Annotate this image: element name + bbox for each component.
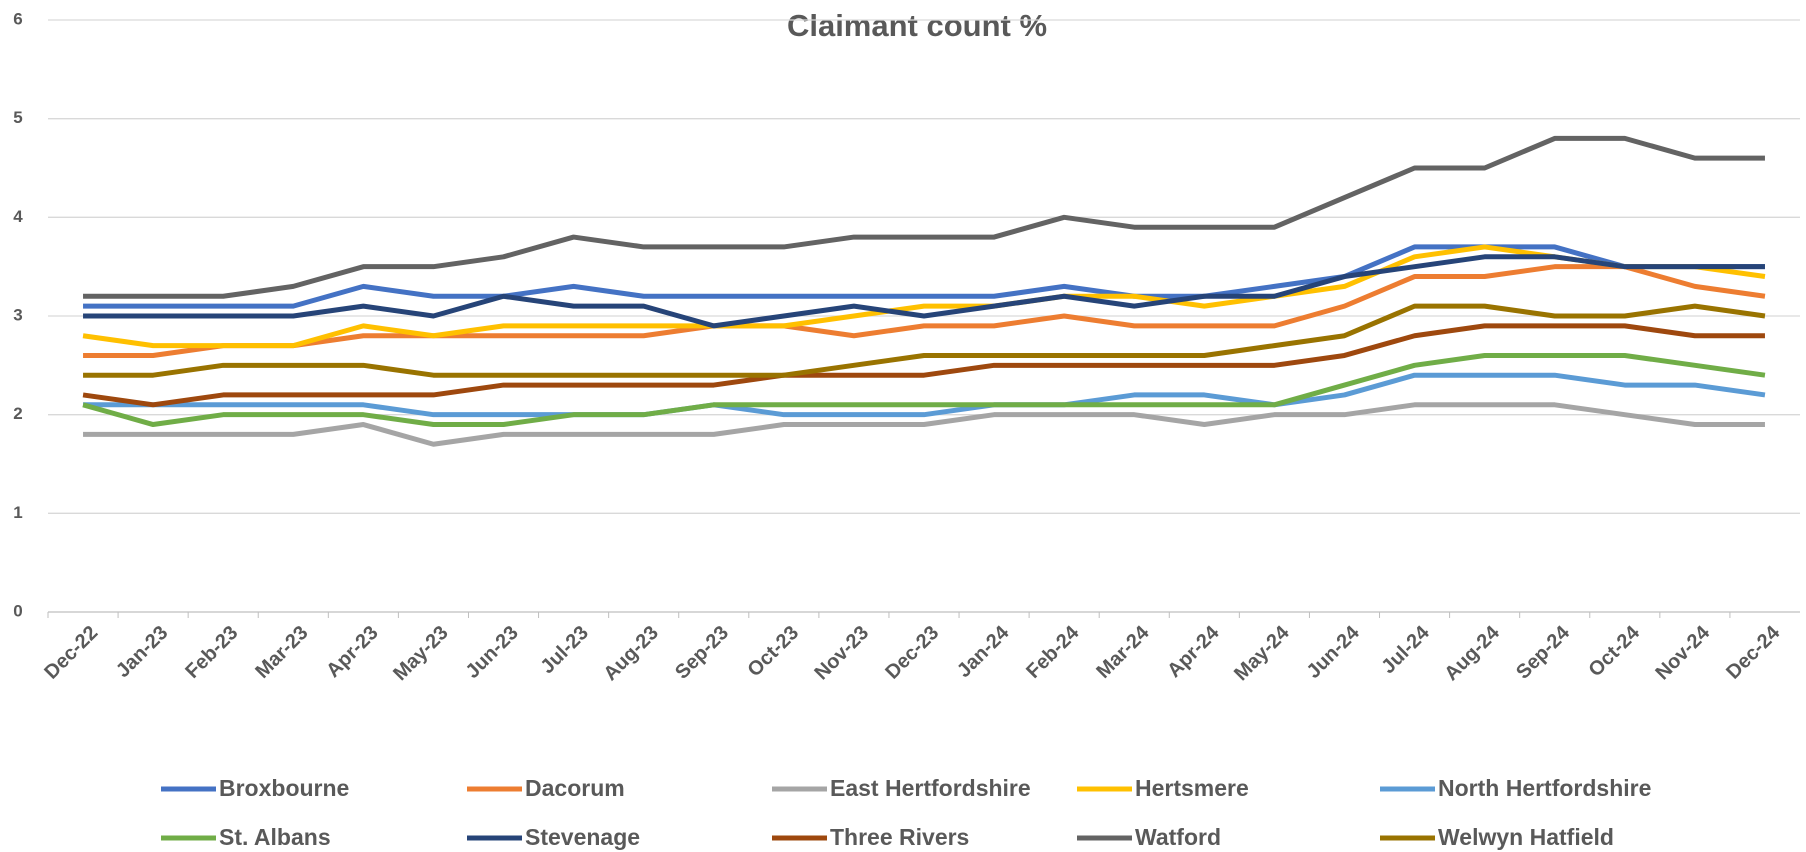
x-tick-label: Feb-24 (1022, 621, 1084, 683)
x-tick-label: Apr-24 (1163, 621, 1224, 682)
y-tick-label: 3 (13, 305, 22, 324)
legend-label: Watford (1135, 824, 1221, 850)
y-tick-label: 5 (13, 108, 22, 127)
series-line (83, 135, 1765, 299)
series-line (83, 372, 1766, 418)
x-tick-label: Oct-23 (744, 622, 804, 682)
series-line (83, 402, 1765, 447)
x-tick-label: May-23 (389, 622, 453, 686)
x-tick-label: Dec-24 (1722, 621, 1785, 684)
series-line (83, 303, 1766, 378)
x-tick-label: Apr-23 (322, 622, 382, 682)
legend-label: East Hertfordshire (830, 775, 1031, 801)
x-tick-label: Sep-23 (671, 622, 733, 684)
x-tick-label: Mar-23 (251, 622, 312, 683)
x-tick-label: Sep-24 (1512, 621, 1575, 684)
x-tick-label: May-24 (1230, 621, 1294, 685)
legend-label: Welwyn Hatfield (1438, 824, 1614, 850)
x-tick-label: Jan-24 (953, 621, 1014, 682)
series-line (82, 352, 1766, 428)
y-tick-label: 6 (13, 9, 22, 28)
x-tick-label: Jun-24 (1303, 621, 1365, 683)
series-line (83, 254, 1765, 329)
series-line (82, 244, 1766, 349)
chart-title: Claimant count % (787, 8, 1047, 43)
legend-label: Stevenage (525, 824, 640, 850)
legend-label: North Hertfordshire (1438, 775, 1651, 801)
y-tick-label: 1 (13, 503, 22, 522)
x-tick-label: Aug-24 (1440, 621, 1504, 685)
x-tick-label: Jul-24 (1377, 621, 1434, 678)
legend-label: Hertsmere (1135, 775, 1249, 801)
x-tick-label: Jul-23 (536, 622, 592, 678)
legend-label: St. Albans (219, 824, 331, 850)
x-tick-label: Dec-23 (881, 622, 943, 684)
y-tick-label: 0 (13, 601, 22, 620)
x-tick-label: Nov-24 (1651, 621, 1714, 684)
legend-label: Dacorum (525, 775, 625, 801)
x-tick-label: Jun-23 (462, 622, 523, 683)
x-tick-label: Jan-23 (112, 622, 172, 682)
series-line (82, 323, 1765, 408)
x-tick-label: Mar-24 (1092, 621, 1154, 683)
x-tick-label: Oct-24 (1584, 621, 1644, 681)
x-tick-label: Feb-23 (181, 622, 242, 683)
x-tick-label: Dec-22 (40, 622, 102, 684)
y-tick-label: 2 (13, 404, 22, 423)
legend-label: Broxbourne (219, 775, 349, 801)
x-tick-label: Nov-23 (810, 622, 873, 685)
legend-label: Three Rivers (830, 824, 969, 850)
series-line (83, 264, 1766, 358)
x-tick-label: Aug-23 (599, 622, 662, 685)
y-tick-label: 4 (13, 207, 23, 226)
